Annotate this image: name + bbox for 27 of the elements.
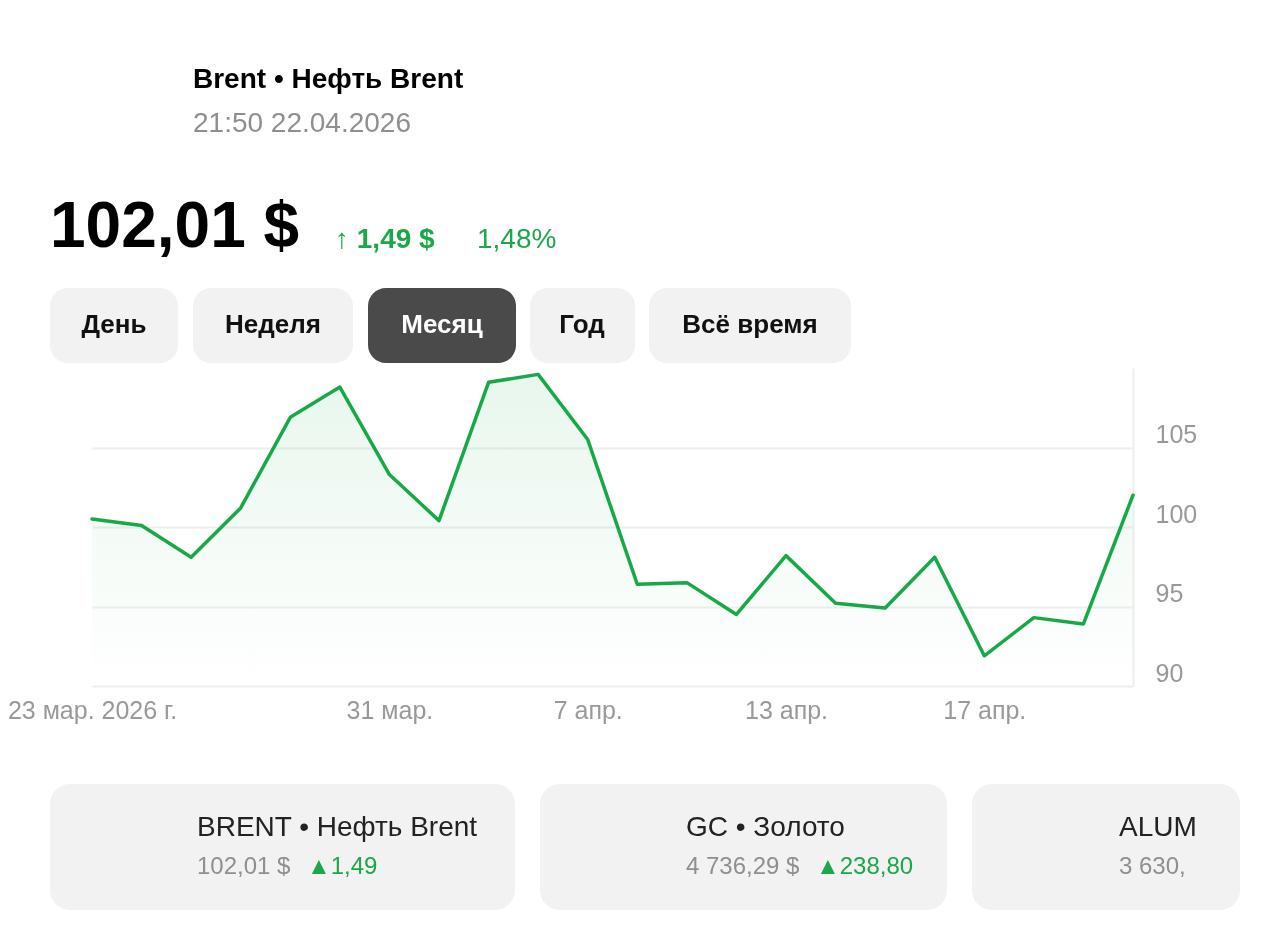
text: День (81, 309, 147, 339)
text: Месяц (401, 309, 483, 339)
text: BRENT • Нефть Brent (197, 811, 478, 842)
x-tick-label: 7 апр. (553, 695, 623, 724)
text: Год (559, 309, 606, 339)
text: 102,01 $ (50, 189, 300, 261)
x-tick-label: 23 мар. 2026 г. (7, 695, 178, 724)
chart-title: Brent • Нефть Brent (193, 63, 464, 94)
text: Всё время (682, 309, 818, 339)
text: GC • Золото (686, 811, 845, 842)
y-tick-label: 100 (1155, 499, 1198, 528)
text: Неделя (225, 309, 321, 339)
y-tick-label: 105 (1155, 420, 1198, 448)
x-tick-label: 31 мар. (346, 695, 434, 724)
text: ALUM (1119, 811, 1197, 842)
y-tick-label: 95 (1155, 579, 1184, 607)
x-tick-label: 17 апр. (943, 695, 1027, 724)
y-tick-label: 90 (1155, 658, 1184, 687)
text: ▲238,80 (816, 852, 914, 879)
text: ↑ 1,49 $ (335, 223, 436, 254)
text: 4 736,29 $ (686, 852, 800, 879)
chart-subtitle: 21:50 22.04.2026 (193, 107, 411, 138)
text: 1,48% (477, 223, 557, 254)
text: 102,01 $ (197, 852, 291, 879)
text: 3 630, (1119, 852, 1186, 879)
text: ▲1,49 (307, 852, 378, 879)
x-tick-label: 13 апр. (744, 695, 829, 724)
